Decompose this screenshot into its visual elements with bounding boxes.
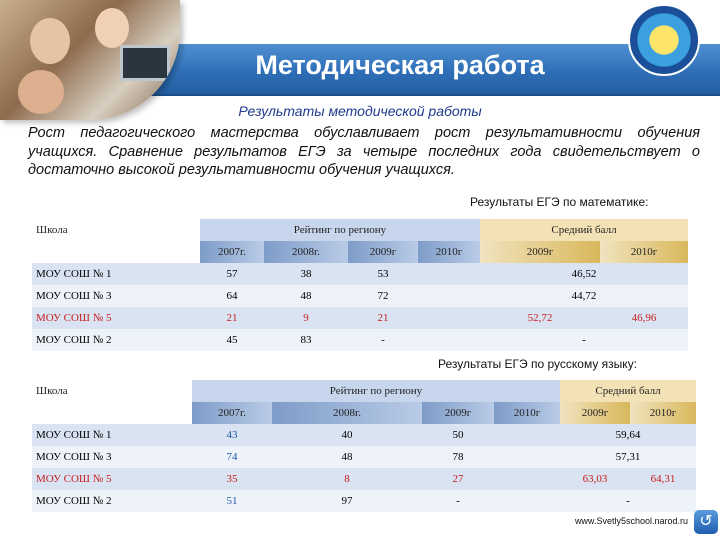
value-cell: 64 [200,285,264,307]
table-row: МОУ СОШ № 3 64 48 72 44,72 [32,285,688,307]
value-cell: 72 [348,285,418,307]
year-header: 2008г. [272,402,422,424]
value-cell [494,446,560,468]
value-cell [418,285,480,307]
value-cell: 57 [200,263,264,285]
avg-header: Средний балл [480,219,688,241]
school-header: Школа [32,380,192,402]
value-cell: 9 [264,307,348,329]
value-cell: 78 [422,446,494,468]
table-row: МОУ СОШ № 2 51 97 - - [32,490,696,512]
value-cell: 53 [348,263,418,285]
value-cell: 48 [264,285,348,307]
school-cell: МОУ СОШ № 3 [32,446,192,468]
table-row: МОУ СОШ № 2 45 83 - - [32,329,688,351]
table-row: МОУ СОШ № 5 35 8 27 63,03 64,31 [32,468,696,490]
u-turn-icon[interactable]: ↺ [694,510,718,534]
value-cell: 27 [422,468,494,490]
school-cell: МОУ СОШ № 1 [32,424,192,446]
year-header: 2009г [348,241,418,263]
value-cell: 64,31 [630,468,696,490]
value-cell: 21 [200,307,264,329]
value-cell: 8 [272,468,422,490]
year-header: 2007г. [200,241,264,263]
value-cell: - [348,329,418,351]
school-cell: МОУ СОШ № 2 [32,490,192,512]
school-emblem-icon [628,4,700,76]
value-cell: - [480,329,688,351]
year-header: 2010г [418,241,480,263]
school-cell: МОУ СОШ № 2 [32,329,200,351]
value-cell: 50 [422,424,494,446]
value-cell [418,307,480,329]
value-cell: 35 [192,468,272,490]
year-header: 2009г [422,402,494,424]
year-header: 2008г. [264,241,348,263]
school-cell: МОУ СОШ № 5 [32,307,200,329]
value-cell [418,329,480,351]
page-title: Методическая работа [255,50,545,80]
students-photo [0,0,180,120]
school-cell: МОУ СОШ № 3 [32,285,200,307]
value-cell [494,468,560,490]
value-cell: 63,03 [560,468,630,490]
value-cell: 83 [264,329,348,351]
value-cell: 59,64 [560,424,696,446]
value-cell: 48 [272,446,422,468]
table-row: МОУ СОШ № 3 74 48 78 57,31 [32,446,696,468]
value-cell: 46,96 [600,307,688,329]
value-cell: 44,72 [480,285,688,307]
russian-caption: Результаты ЕГЭ по русскому языку: [438,357,638,371]
value-cell: 43 [192,424,272,446]
avg-header: Средний балл [560,380,696,402]
table-row: МОУ СОШ № 1 43 40 50 59,64 [32,424,696,446]
value-cell: 40 [272,424,422,446]
value-cell: 21 [348,307,418,329]
value-cell: 38 [264,263,348,285]
value-cell: 51 [192,490,272,512]
math-caption: Результаты ЕГЭ по математике: [470,195,649,209]
value-cell: 97 [272,490,422,512]
value-cell: 52,72 [480,307,600,329]
rating-header: Рейтинг по региону [200,219,480,241]
school-cell: МОУ СОШ № 5 [32,468,192,490]
value-cell: - [560,490,696,512]
value-cell: - [422,490,494,512]
school-cell: МОУ СОШ № 1 [32,263,200,285]
year-header: 2009г [480,241,600,263]
year-header: 2009г [560,402,630,424]
value-cell: 74 [192,446,272,468]
value-cell: 57,31 [560,446,696,468]
value-cell: 46,52 [480,263,688,285]
year-header: 2007г. [192,402,272,424]
footer-url[interactable]: www.Svetly5school.narod.ru [574,516,688,526]
school-header: Школа [32,219,200,241]
header-banner: Методическая работа [0,0,720,120]
value-cell [494,424,560,446]
intro-paragraph: Рост педагогического мастерства обуславл… [28,125,700,178]
year-header: 2010г [600,241,688,263]
math-table: Школа Рейтинг по региону Средний балл 20… [32,219,688,351]
value-cell [494,490,560,512]
year-header: 2010г [494,402,560,424]
value-cell: 45 [200,329,264,351]
table-row: МОУ СОШ № 5 21 9 21 52,72 46,96 [32,307,688,329]
table-row: МОУ СОШ № 1 57 38 53 46,52 [32,263,688,285]
year-header: 2010г [630,402,696,424]
russian-table: Школа Рейтинг по региону Средний балл 20… [32,380,696,512]
rating-header: Рейтинг по региону [192,380,560,402]
value-cell [418,263,480,285]
subtitle: Результаты методической работы [238,103,482,119]
